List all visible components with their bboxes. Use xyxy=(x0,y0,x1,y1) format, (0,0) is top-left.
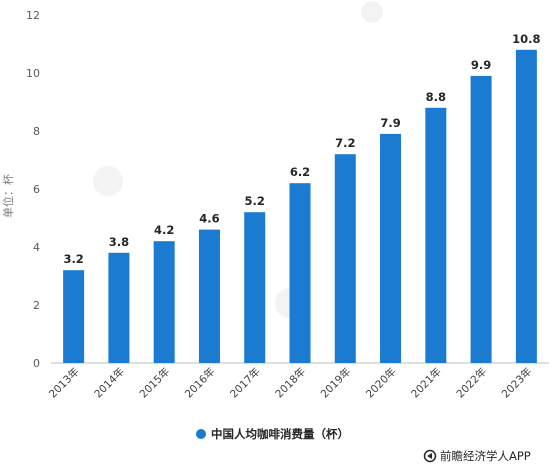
data-label: 8.8 xyxy=(426,90,446,104)
bar xyxy=(63,270,85,363)
bar xyxy=(515,49,537,364)
legend-label: 中国人均咖啡消费量（杯） xyxy=(211,427,349,441)
legend-marker xyxy=(196,429,206,439)
bar xyxy=(470,75,492,364)
x-tick-label: 2017年 xyxy=(227,365,263,401)
source-logo-icon-mark xyxy=(427,453,432,459)
x-tick-label: 2019年 xyxy=(318,365,354,401)
x-tick-label: 2023年 xyxy=(499,365,535,401)
source-logo-icon xyxy=(423,449,437,463)
x-axis: 2013年 2014年 2015年 2016年 2017年 2018年 2019年 2020年… xyxy=(46,365,534,401)
y-tick-label: 10 xyxy=(26,67,40,80)
bar xyxy=(153,241,175,363)
y-axis: 0 2 4 6 8 10 12 xyxy=(26,9,40,370)
data-label: 7.9 xyxy=(380,116,400,130)
data-label: 3.2 xyxy=(63,252,83,266)
x-tick-label: 2020年 xyxy=(363,365,399,401)
y-tick-label: 4 xyxy=(33,241,40,254)
y-tick-label: 6 xyxy=(33,183,40,196)
bar xyxy=(244,212,266,363)
data-label: 3.8 xyxy=(109,235,129,249)
data-label: 5.2 xyxy=(245,194,265,208)
y-tick-label: 12 xyxy=(26,9,40,22)
data-labels: 3.2 3.8 4.2 4.6 5.2 6.2 7.2 7.9 8.8 9.9 10.8 xyxy=(63,32,540,266)
data-label: 7.2 xyxy=(335,136,355,150)
bar-series xyxy=(63,49,537,364)
source-text: 前瞻经济学人APP xyxy=(440,449,531,463)
source-credit: 前瞻经济学人APP xyxy=(423,449,531,463)
y-tick-label: 2 xyxy=(33,299,40,312)
bar xyxy=(108,252,130,363)
bar xyxy=(380,133,402,363)
y-axis-label: 单位：杯 xyxy=(1,174,15,218)
data-label: 10.8 xyxy=(512,32,540,46)
bar xyxy=(198,229,220,363)
x-tick-label: 2016年 xyxy=(182,365,218,401)
x-tick-label: 2021年 xyxy=(408,365,444,401)
x-tick-label: 2014年 xyxy=(92,365,128,401)
data-label: 4.2 xyxy=(154,223,174,237)
x-tick-label: 2013年 xyxy=(46,365,82,401)
bar xyxy=(425,107,447,363)
bar xyxy=(334,154,356,363)
x-tick-label: 2018年 xyxy=(273,365,309,401)
data-label: 9.9 xyxy=(471,58,491,72)
y-tick-label: 0 xyxy=(33,357,40,370)
bar xyxy=(289,183,311,363)
legend: 中国人均咖啡消费量（杯） xyxy=(196,427,349,441)
x-tick-label: 2015年 xyxy=(137,365,173,401)
data-label: 4.6 xyxy=(199,212,219,226)
y-tick-label: 8 xyxy=(33,125,40,138)
x-tick-label: 2022年 xyxy=(454,365,490,401)
data-label: 6.2 xyxy=(290,165,310,179)
